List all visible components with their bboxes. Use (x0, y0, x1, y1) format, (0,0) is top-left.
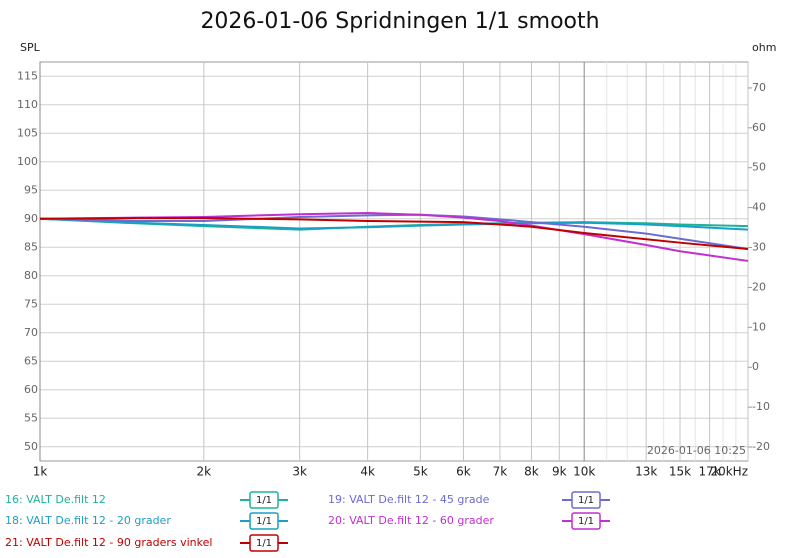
annotation: 2026-01-06 10:25 (647, 444, 746, 457)
x-tick-label: 9k (552, 465, 567, 479)
x-tick-label: 13k (635, 465, 657, 479)
legend-item: 18: VALT De.filt 12 - 20 grader 1/1 (5, 512, 288, 530)
legend-label: 18: VALT De.filt 12 - 20 grader (5, 514, 171, 527)
y2-tick-label: 50 (752, 161, 766, 174)
y-tick-label: 70 (24, 326, 38, 339)
legend-item: 20: VALT De.filt 12 - 60 grader 1/1 (328, 512, 610, 530)
y2-tick-label: 60 (752, 121, 766, 134)
legend-label: 21: VALT De.filt 12 - 90 graders vinkel (5, 536, 212, 549)
x-tick-label: 5k (413, 465, 428, 479)
plot-area (39, 61, 749, 462)
legend-item: 16: VALT De.filt 12 1/1 (5, 491, 288, 509)
x-tick-label: 8k (524, 465, 539, 479)
y-tick-label: 75 (24, 297, 38, 310)
x-tick-label: 2k (197, 465, 212, 479)
y-tick-label: 105 (17, 126, 38, 139)
y-tick-label: 110 (17, 98, 38, 111)
y-tick-label: 85 (24, 240, 38, 253)
y2-tick-label: 70 (752, 81, 766, 94)
y2-tick-label: 30 (752, 241, 766, 254)
legend-item: 19: VALT De.filt 12 - 45 grade 1/1 (328, 491, 610, 509)
x-tick-label: 1k (33, 465, 48, 479)
x-tick-label: 15k (669, 465, 691, 479)
legend-box (249, 512, 279, 530)
legend-box (249, 534, 279, 552)
legend-smoothing: 1/1 (256, 495, 272, 506)
legend-label: 16: VALT De.filt 12 (5, 493, 106, 506)
y-tick-label: 90 (24, 212, 38, 225)
y-tick-label: 100 (17, 155, 38, 168)
x-tick-label: 7k (493, 465, 508, 479)
x-tick-label: 10k (573, 465, 595, 479)
legend-box (249, 491, 279, 509)
x-tick-label: 17k (698, 465, 720, 479)
legend-smoothing: 1/1 (256, 538, 272, 549)
y-tick-label: 60 (24, 383, 38, 396)
x-tick-label: 20kHz (710, 465, 748, 479)
legend-label: 19: VALT De.filt 12 - 45 grade (328, 493, 490, 506)
y-axis-label: SPL (20, 41, 41, 54)
x-tick-label: 4k (360, 465, 375, 479)
y2-tick-label: 40 (752, 201, 766, 214)
series-line (39, 213, 749, 250)
x-tick-label: 3k (292, 465, 307, 479)
legend-item: 21: VALT De.filt 12 - 90 graders vinkel 1… (5, 534, 288, 552)
legend-label: 20: VALT De.filt 12 - 60 grader (328, 514, 494, 527)
y2-tick-label: -20 (752, 440, 770, 453)
series-line (39, 217, 749, 250)
x-tick-label: 6k (456, 465, 471, 479)
legend-smoothing: 1/1 (256, 516, 272, 527)
y2-tick-label: -10 (752, 400, 770, 413)
y2-axis-label: ohm (752, 41, 776, 54)
y-tick-label: 50 (24, 440, 38, 453)
series-line (39, 212, 749, 262)
y2-tick-label: 0 (752, 360, 759, 373)
y-tick-label: 95 (24, 183, 38, 196)
y2-tick-label: 20 (752, 280, 766, 293)
chart-title: 2026-01-06 Spridningen 1/1 smooth (200, 9, 599, 34)
y-tick-label: 80 (24, 269, 38, 282)
y2-tick-label: 10 (752, 320, 766, 333)
legend-smoothing: 1/1 (578, 516, 594, 527)
series-line (39, 217, 749, 231)
y-tick-label: 115 (17, 69, 38, 82)
legend-box (571, 512, 601, 530)
y-tick-label: 65 (24, 354, 38, 367)
y-tick-label: 55 (24, 411, 38, 424)
legend-box (571, 491, 601, 509)
legend-smoothing: 1/1 (578, 495, 594, 506)
